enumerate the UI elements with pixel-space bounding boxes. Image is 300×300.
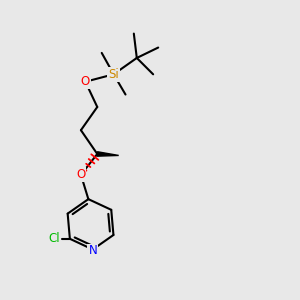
Polygon shape [97, 152, 119, 156]
Text: O: O [81, 75, 90, 88]
Text: N: N [88, 244, 97, 257]
Text: Si: Si [108, 68, 119, 81]
Text: Cl: Cl [49, 232, 60, 245]
Text: O: O [76, 168, 86, 181]
